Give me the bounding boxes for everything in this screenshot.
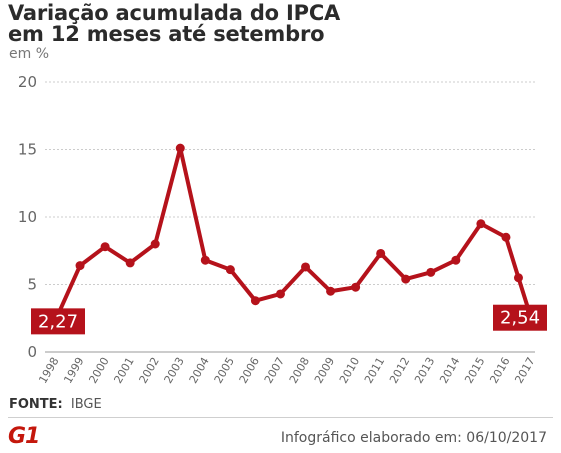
data-point [401,274,411,284]
y-tick-label: 20 [18,73,37,91]
data-point [501,232,511,242]
data-point [125,258,135,268]
x-tick-label: 2011 [362,355,387,386]
x-tick-label: 2007 [262,355,287,386]
callout-box [31,308,85,335]
unit-label: em % [9,46,50,62]
source-line: FONTE: IBGE [9,397,102,412]
data-point [200,255,210,265]
x-tick-label: 2006 [237,355,262,386]
source-label: FONTE: [9,397,63,412]
x-tick-label: 2015 [462,355,487,386]
y-tick-label: 5 [27,276,37,294]
title-line-1: Variação acumulada do IPCA [8,1,341,25]
y-tick-label: 10 [18,208,37,226]
data-point [513,273,523,283]
x-tick-label: 2013 [412,355,437,386]
callout-box [493,304,547,331]
data-point [75,261,85,271]
x-tick-label: 1998 [36,355,61,386]
callout-label: 2,54 [500,308,540,329]
data-point [326,286,336,296]
chart-title: Variação acumulada do IPCA em 12 meses a… [8,3,340,45]
x-tick-label: 2004 [187,355,212,386]
data-point [175,143,185,153]
data-point [476,219,486,229]
data-point [225,265,235,275]
x-tick-label: 2002 [137,355,162,386]
x-tick-label: 2009 [312,355,337,386]
x-tick-label: 2003 [162,355,187,386]
credit-text: Infográfico elaborado em: 06/10/2017 [280,430,547,446]
x-tick-label: 2008 [287,355,312,386]
x-tick-label: 2001 [111,355,136,386]
g1-logo: G1 [8,424,40,449]
data-point [275,289,285,299]
y-tick-label: 15 [18,141,37,159]
x-tick-label: 2016 [487,355,512,386]
data-point [451,255,461,265]
title-line-2: em 12 meses até setembro [8,22,325,46]
data-point [351,282,361,292]
x-tick-label: 2017 [512,355,537,386]
x-tick-label: 2014 [437,355,462,386]
x-tick-label: 2005 [212,355,237,386]
data-point [301,262,311,272]
x-tick-label: 2012 [387,355,412,386]
data-point [426,267,436,277]
footer-divider [8,417,553,418]
x-tick-label: 2010 [337,355,362,386]
series-line [53,146,533,323]
x-tick-label: 2000 [86,355,111,386]
data-point [150,239,160,249]
x-tick-label: 1999 [61,355,86,386]
line-chart: 0 5 10 15 20 1998 1999 2000 2001 2002 2003 2004 2005… [18,73,547,386]
callout-label: 2,27 [38,311,78,332]
data-point [100,242,110,252]
source-value: IBGE [70,397,102,412]
data-point [376,248,386,258]
data-point [250,296,260,306]
y-tick-label: 0 [27,343,37,361]
